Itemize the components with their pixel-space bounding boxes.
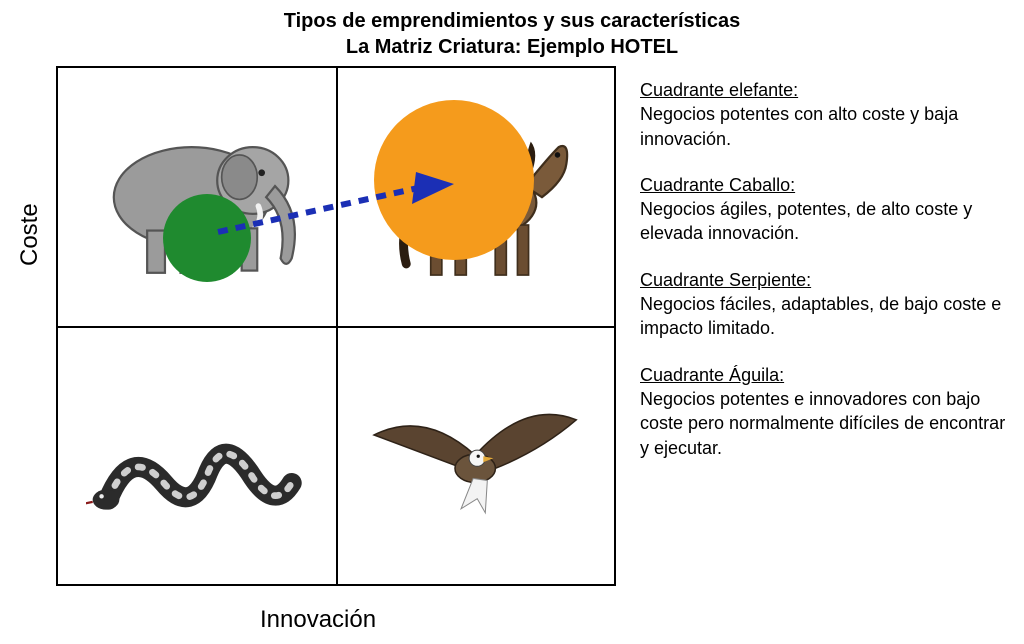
quadrant-snake (58, 326, 336, 584)
legend-item-snake: Cuadrante Serpiente: Negocios fáciles, a… (640, 268, 1010, 341)
creature-matrix (56, 66, 616, 586)
legend-desc: Negocios potentes con alto coste y baja … (640, 104, 958, 148)
elephant-icon (86, 94, 308, 300)
legend-desc: Negocios potentes e innovadores con bajo… (640, 389, 1005, 458)
legend-title: Cuadrante Caballo: (640, 175, 795, 195)
y-axis-label: Coste (16, 203, 44, 266)
legend-item-elephant: Cuadrante elefante: Negocios potentes co… (640, 78, 1010, 151)
horse-icon (364, 94, 586, 300)
quadrant-elephant (58, 68, 336, 326)
quadrant-eagle (336, 326, 614, 584)
snake-icon (86, 352, 308, 558)
legend-item-horse: Cuadrante Caballo: Negocios ágiles, pote… (640, 173, 1010, 246)
legend-desc: Negocios ágiles, potentes, de alto coste… (640, 199, 972, 243)
title-block: Tipos de emprendimientos y sus caracterí… (0, 0, 1024, 60)
eagle-icon (364, 352, 586, 558)
quadrant-horse (336, 68, 614, 326)
title-line-2: La Matriz Criatura: Ejemplo HOTEL (0, 34, 1024, 60)
main-area: Coste Innovación (0, 66, 1024, 626)
legend-title: Cuadrante elefante: (640, 80, 798, 100)
title-line-1: Tipos de emprendimientos y sus caracterí… (0, 8, 1024, 34)
x-axis-label: Innovación (260, 606, 376, 634)
legend-panel: Cuadrante elefante: Negocios potentes co… (640, 78, 1010, 482)
legend-item-eagle: Cuadrante Águila: Negocios potentes e in… (640, 363, 1010, 460)
legend-desc: Negocios fáciles, adaptables, de bajo co… (640, 294, 1001, 338)
legend-title: Cuadrante Serpiente: (640, 270, 811, 290)
legend-title: Cuadrante Águila: (640, 365, 784, 385)
